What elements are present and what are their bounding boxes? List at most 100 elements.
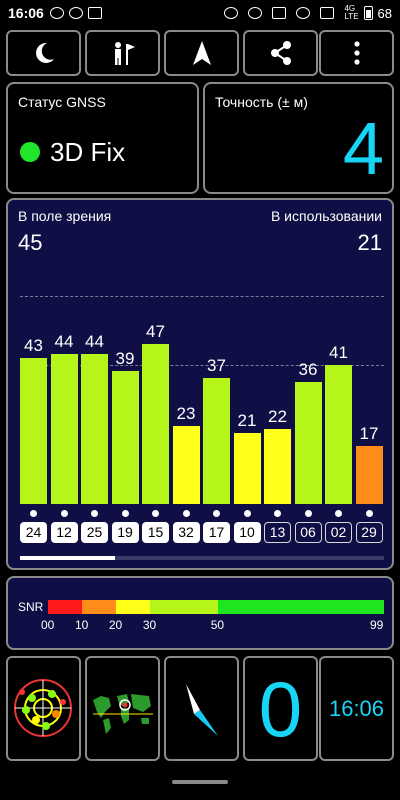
satellite-prn[interactable]: 32 bbox=[172, 522, 200, 543]
snr-bar-value: 41 bbox=[329, 342, 348, 362]
fix-indicator-dot bbox=[20, 142, 40, 162]
chart-scrollbar[interactable] bbox=[20, 556, 384, 560]
mute-icon bbox=[272, 7, 287, 19]
satellite-dot bbox=[60, 510, 68, 517]
snr-bar bbox=[294, 381, 322, 504]
satellite-dot bbox=[121, 510, 129, 517]
world-map-icon bbox=[93, 694, 153, 734]
in-use-count: 21 bbox=[357, 230, 382, 255]
snr-bar bbox=[325, 364, 352, 504]
gnss-status-panel[interactable]: Статус GNSS 3D Fix bbox=[6, 82, 199, 194]
navigation-arrow-icon bbox=[192, 41, 211, 65]
satellite-prn[interactable]: 02 bbox=[325, 522, 352, 543]
status-time: 16:06 bbox=[8, 5, 44, 21]
accuracy-panel[interactable]: Точность (± м) 4 bbox=[203, 82, 394, 194]
snr-bar-value: 21 bbox=[237, 410, 257, 430]
satellite-dot bbox=[243, 510, 251, 517]
satellite-dot bbox=[152, 510, 159, 517]
more-button[interactable] bbox=[319, 30, 394, 76]
clock-tile[interactable]: 16:06 bbox=[319, 656, 394, 761]
snr-bar-value: 44 bbox=[54, 332, 74, 352]
snr-bar bbox=[20, 357, 47, 504]
accuracy-value: 4 bbox=[342, 107, 384, 190]
sky-view-tile[interactable] bbox=[6, 656, 81, 761]
in-view-label: В поле зрения bbox=[18, 208, 112, 224]
loop-icon bbox=[49, 7, 64, 19]
satellite-prn[interactable]: 29 bbox=[355, 522, 383, 543]
satellite-dot bbox=[335, 510, 342, 517]
snr-bar bbox=[142, 344, 169, 504]
night-mode-button[interactable] bbox=[6, 30, 81, 76]
satellite-prn[interactable]: 15 bbox=[142, 522, 169, 543]
satellite-dot bbox=[274, 510, 281, 517]
world-map-tile[interactable] bbox=[85, 656, 160, 761]
snr-color-segment bbox=[48, 600, 82, 614]
bluetooth-icon bbox=[248, 7, 263, 19]
snr-label: SNR bbox=[18, 600, 44, 614]
snr-tick-label: 99 bbox=[370, 618, 384, 632]
snr-tick-label: 20 bbox=[108, 618, 123, 632]
satellite-prn[interactable]: 24 bbox=[20, 522, 47, 543]
satellite-prn[interactable]: 12 bbox=[50, 522, 78, 543]
satellite-snr-chart[interactable]: В поле зрения 45 В использовании 21 43 24… bbox=[6, 198, 394, 570]
snr-bar-value: 43 bbox=[24, 335, 43, 355]
chat-icon bbox=[68, 7, 83, 19]
snr-tick-label: 30 bbox=[142, 618, 157, 632]
network-type: 4G LTE bbox=[344, 4, 359, 21]
home-indicator[interactable] bbox=[172, 780, 228, 784]
snr-color-segment bbox=[115, 600, 150, 614]
snr-bar-value: 37 bbox=[207, 356, 226, 376]
battery-icon bbox=[363, 6, 373, 20]
in-view-count: 45 bbox=[18, 230, 43, 255]
satellite-prn[interactable]: 19 bbox=[111, 522, 139, 543]
satellite-prn[interactable]: 10 bbox=[233, 522, 261, 543]
more-vertical-icon bbox=[353, 41, 360, 65]
fix-status: 3D Fix bbox=[50, 137, 126, 167]
satellite-dot bbox=[213, 510, 220, 517]
gnss-status-title: Статус GNSS bbox=[18, 94, 106, 110]
satellite-prn[interactable]: 13 bbox=[264, 522, 291, 543]
snr-bar bbox=[81, 354, 108, 504]
snr-bar bbox=[111, 371, 139, 504]
satellite-dot bbox=[30, 510, 37, 517]
navigate-button[interactable] bbox=[164, 30, 239, 76]
satellite-dot bbox=[182, 510, 190, 517]
snr-bar bbox=[172, 425, 200, 504]
snr-color-segment bbox=[149, 600, 218, 614]
wifi-icon bbox=[296, 7, 311, 19]
image-icon bbox=[87, 7, 102, 19]
accuracy-title: Точность (± м) bbox=[215, 94, 308, 110]
moon-icon bbox=[35, 42, 54, 63]
share-button[interactable] bbox=[243, 30, 318, 76]
in-use-label: В использовании bbox=[270, 208, 382, 224]
snr-bar-value: 23 bbox=[176, 403, 196, 423]
share-icon bbox=[270, 41, 291, 65]
grid-line bbox=[20, 365, 384, 366]
snr-tick-label: 00 bbox=[41, 618, 55, 632]
satellite-prn[interactable]: 25 bbox=[81, 522, 108, 543]
snr-bar bbox=[233, 432, 261, 504]
map-flag-person-icon bbox=[114, 42, 135, 65]
satellite-prn[interactable]: 06 bbox=[294, 522, 322, 543]
snr-bar-value: 47 bbox=[146, 322, 165, 342]
compass-needle-icon bbox=[186, 684, 218, 736]
snr-bar-value: 22 bbox=[268, 407, 287, 427]
map-view-button[interactable] bbox=[85, 30, 160, 76]
snr-bar bbox=[264, 429, 291, 504]
snr-bar-value: 36 bbox=[298, 359, 318, 379]
speed-tile[interactable]: 0 bbox=[243, 656, 318, 761]
satellite-dot bbox=[365, 510, 373, 517]
status-bar: 16:06 4G LTE 68 bbox=[0, 0, 400, 26]
satellite-prn[interactable]: 17 bbox=[203, 522, 230, 543]
snr-bar-value: 17 bbox=[359, 424, 379, 444]
battery-level: 68 bbox=[377, 5, 392, 21]
alarm-icon bbox=[224, 7, 239, 19]
snr-legend: SNR 00 10 20 30 50 99 bbox=[6, 576, 394, 650]
snr-bar-value: 44 bbox=[85, 332, 104, 352]
snr-tick-label: 50 bbox=[210, 618, 225, 632]
compass-tile[interactable] bbox=[164, 656, 239, 761]
snr-bar bbox=[355, 446, 383, 504]
satellite-dot bbox=[91, 510, 98, 517]
chart-scrollbar-thumb[interactable] bbox=[20, 556, 115, 560]
snr-bar bbox=[50, 354, 78, 504]
